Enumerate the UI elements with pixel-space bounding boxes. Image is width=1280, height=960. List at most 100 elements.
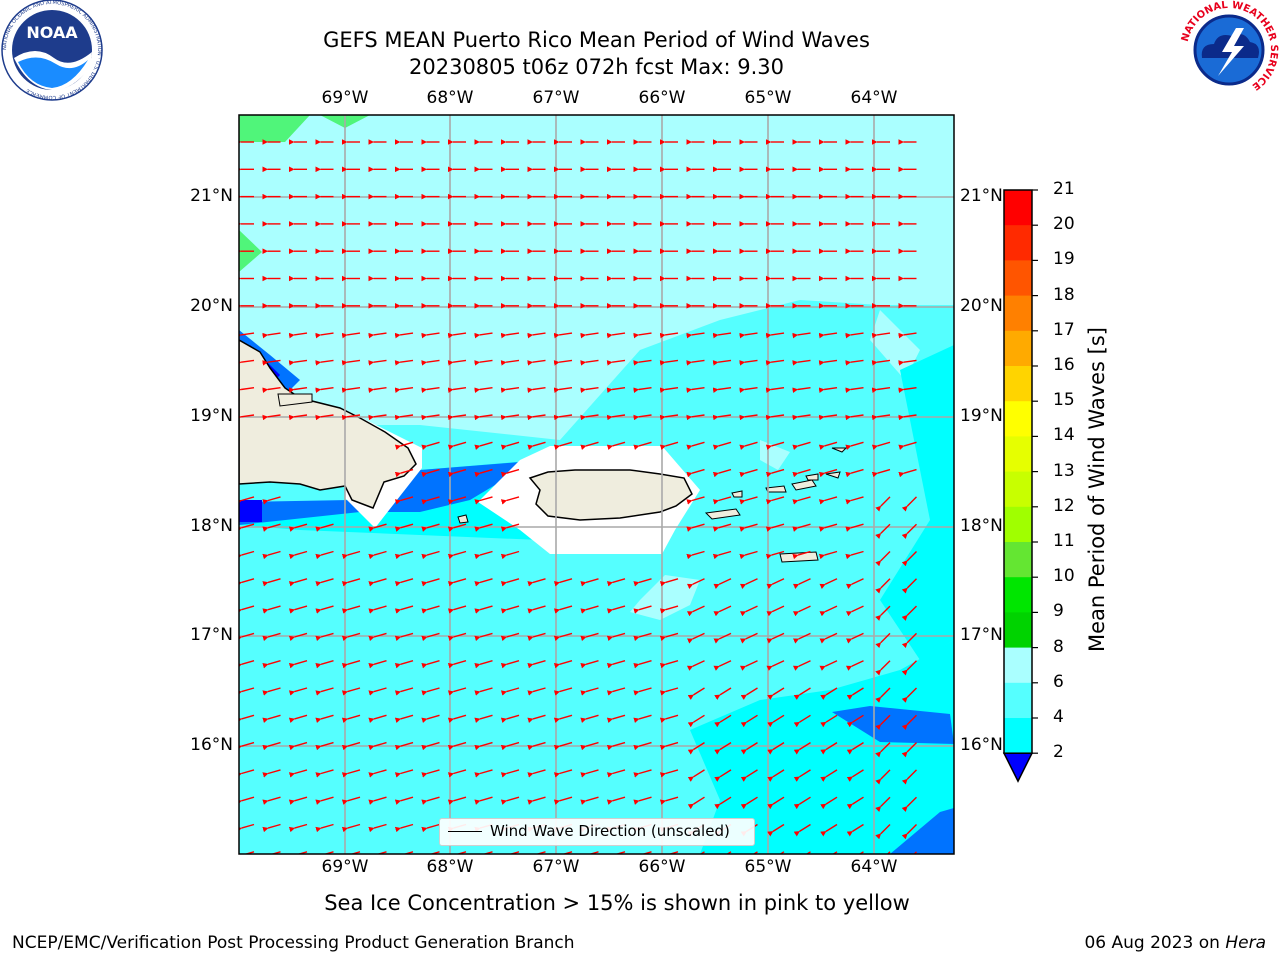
wave-vector-arrow xyxy=(739,550,758,560)
wave-vector-arrow xyxy=(447,660,467,669)
wave-vector-arrow xyxy=(527,796,546,805)
wave-vector-arrow xyxy=(474,578,493,587)
wave-vector-arrow xyxy=(712,387,732,393)
wave-vector-arrow xyxy=(580,359,599,366)
period-band-9-10 xyxy=(239,115,310,142)
wave-vector-arrow xyxy=(875,714,891,731)
wave-vector-arrow xyxy=(858,851,864,854)
wave-vector-arrow xyxy=(368,578,387,587)
colorbar-tick-label: 15 xyxy=(1053,390,1075,411)
wave-vector-arrow xyxy=(739,468,758,478)
wave-vector-arrow xyxy=(239,714,255,723)
wave-vector-arrow xyxy=(447,414,467,421)
colorbar-extend-triangle xyxy=(1002,752,1034,783)
wave-vector-arrow xyxy=(898,468,917,478)
longitude-label-top: 67°W xyxy=(532,88,580,108)
wave-vector-arrow xyxy=(875,578,891,594)
wave-vector-arrow xyxy=(580,605,599,614)
longitude-label-bottom: 64°W xyxy=(850,857,898,877)
wave-vector-arrow xyxy=(474,741,493,751)
wave-vector-arrow xyxy=(901,605,917,621)
latitude-label-left: 21°N xyxy=(190,186,233,206)
wave-vector-arrow xyxy=(288,550,308,560)
island-land xyxy=(791,479,817,491)
wave-vector-arrow xyxy=(368,714,387,723)
wave-vector-arrow xyxy=(606,741,626,751)
wave-vector-arrow xyxy=(633,714,652,723)
wave-vector-arrow xyxy=(500,468,520,478)
wave-vector-arrow xyxy=(845,660,864,671)
wave-vector-arrow xyxy=(500,496,520,505)
wave-vector-arrow xyxy=(447,496,467,505)
wave-vector-arrow xyxy=(901,551,917,567)
wave-vector-arrow xyxy=(527,714,546,723)
wave-vector-arrow xyxy=(659,796,679,805)
wave-vector-arrow xyxy=(898,332,917,339)
wave-vector-arrow xyxy=(288,632,308,642)
wave-vector-arrow xyxy=(686,496,705,505)
wave-vector-arrow xyxy=(288,414,308,421)
wave-vector-arrow xyxy=(447,687,467,696)
wave-vector-arrow xyxy=(659,387,679,393)
wave-vector-arrow xyxy=(659,578,679,587)
wave-vector-arrow xyxy=(739,496,758,505)
wave-vector-arrow xyxy=(739,441,758,450)
wave-vector-arrow xyxy=(239,769,255,778)
wave-vector-arrow xyxy=(766,660,785,671)
wave-vector-arrow xyxy=(315,605,334,614)
wave-vector-arrow xyxy=(527,387,546,393)
wave-vector-arrow xyxy=(767,742,785,755)
wave-vector-arrow xyxy=(875,523,891,539)
wave-vector-arrow xyxy=(262,605,281,614)
wave-vector-arrow xyxy=(580,741,599,751)
wave-vector-arrow xyxy=(368,332,387,339)
wave-vector-arrow xyxy=(553,769,573,778)
colorbar-tick-label: 12 xyxy=(1053,495,1075,516)
wave-vector-arrow xyxy=(527,414,546,421)
wave-vector-arrow xyxy=(474,496,493,505)
wave-vector-arrow xyxy=(394,660,414,669)
wave-vector-arrow xyxy=(527,605,546,614)
wave-vector-arrow xyxy=(792,387,811,393)
wave-vector-arrow xyxy=(845,578,864,589)
wave-vector-arrow xyxy=(606,332,626,339)
wave-vector-arrow xyxy=(712,332,732,339)
wave-vector-arrow xyxy=(394,414,414,421)
wave-vector-arrow xyxy=(875,551,891,567)
wave-vector-arrow xyxy=(239,632,255,642)
wave-vector-arrow xyxy=(726,851,732,854)
wave-vector-arrow xyxy=(447,796,467,805)
wave-vector-arrow xyxy=(368,741,387,751)
wave-vector-arrow xyxy=(659,632,679,642)
wave-vector-arrow xyxy=(819,660,838,671)
island-land xyxy=(831,447,848,453)
wave-vector-arrow xyxy=(580,796,599,805)
wave-vector-arrow xyxy=(527,359,546,366)
wave-vector-arrow xyxy=(606,796,626,805)
island-land xyxy=(277,393,313,407)
wave-vector-arrow xyxy=(633,414,652,421)
colorbar-tick-label: 13 xyxy=(1053,460,1075,481)
wave-vector-arrow xyxy=(767,769,785,782)
period-band-below-2 xyxy=(239,500,262,522)
wave-vector-arrow xyxy=(315,387,334,393)
wave-vector-arrow xyxy=(767,687,785,700)
wave-vector-arrow xyxy=(474,796,493,805)
wave-vector-arrow xyxy=(474,687,493,696)
wave-vector-arrow xyxy=(792,441,811,450)
wave-vector-arrow xyxy=(792,414,811,421)
wave-vector-arrow xyxy=(500,632,520,642)
wave-vector-arrow xyxy=(633,687,652,696)
longitude-label-top: 69°W xyxy=(321,88,369,108)
wave-vector-arrow xyxy=(447,468,467,478)
wave-vector-arrow xyxy=(262,496,281,505)
wave-vector-arrow xyxy=(474,359,493,366)
wave-vector-arrow xyxy=(239,359,255,366)
wave-vector-arrow xyxy=(447,550,467,560)
period-band-4-6 xyxy=(690,640,954,854)
wave-vector-arrow xyxy=(315,714,334,723)
noaa-logo-text: NOAA xyxy=(26,23,78,42)
wave-vector-arrow xyxy=(500,605,520,614)
wave-vector-arrow xyxy=(500,550,520,560)
wave-vector-arrow xyxy=(659,359,679,366)
